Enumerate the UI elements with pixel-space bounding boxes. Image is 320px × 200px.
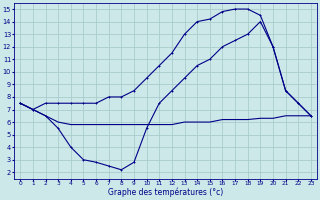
X-axis label: Graphe des températures (°c): Graphe des températures (°c) xyxy=(108,188,223,197)
